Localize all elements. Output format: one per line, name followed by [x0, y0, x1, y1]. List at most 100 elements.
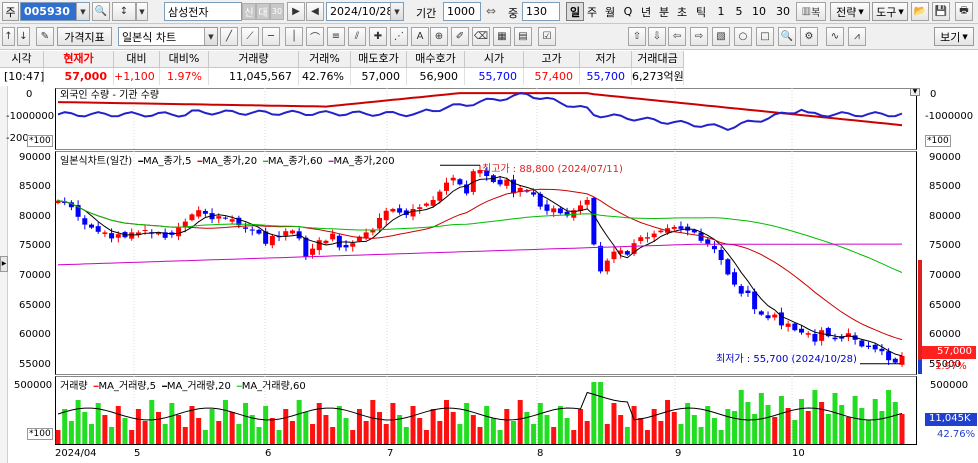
- market-select-button[interactable]: 주: [2, 2, 19, 21]
- loan-badge[interactable]: 대: [256, 3, 270, 20]
- quote-header-6: 매도호가: [351, 51, 407, 68]
- save-icon[interactable]: 💾: [932, 2, 950, 21]
- chart-type-select[interactable]: 일본식 차트 ▼: [118, 27, 218, 46]
- chevron-down-icon[interactable]: ▼: [76, 3, 89, 20]
- magnet-icon[interactable]: ⊕: [430, 27, 448, 46]
- check-icon[interactable]: ☑: [538, 27, 556, 46]
- current-pct-tag: 1.97%: [935, 361, 967, 372]
- arrow-up-icon[interactable]: ↑: [2, 27, 15, 46]
- tools-button[interactable]: 도구 ▼: [872, 2, 908, 21]
- candle-body: [142, 230, 148, 231]
- strategy-button[interactable]: 전략 ▼: [830, 2, 870, 21]
- date-input[interactable]: 2024/10/28 ▼: [326, 2, 404, 21]
- print-icon[interactable]: 🖶: [955, 2, 973, 21]
- volume-pct-tag: 42.76%: [937, 429, 976, 440]
- multi-chart-button[interactable]: ▥ 복: [796, 2, 826, 21]
- candle-body: [537, 193, 543, 207]
- arrow-down-icon[interactable]: ⇩: [648, 27, 666, 46]
- circle-icon[interactable]: ○: [734, 27, 752, 46]
- brush-icon[interactable]: ✐: [451, 27, 469, 46]
- fib-icon[interactable]: ≡: [327, 27, 345, 46]
- cross-icon[interactable]: ✚: [369, 27, 387, 46]
- text-icon[interactable]: A: [411, 27, 429, 46]
- chevron-down-icon[interactable]: ▼: [204, 28, 217, 45]
- price-axis-left-0: 90000: [19, 152, 51, 163]
- volume-bar: [845, 417, 851, 444]
- volume-bar: [825, 414, 831, 444]
- indicator-button[interactable]: 가격지표: [57, 27, 112, 46]
- price-axis-right-5: 65000: [929, 300, 961, 311]
- timeframe-6[interactable]: 초: [676, 5, 688, 19]
- candle-body: [799, 328, 805, 333]
- chevron-down-icon[interactable]: ▼: [136, 2, 148, 21]
- ray-icon[interactable]: ⟋: [241, 27, 259, 46]
- low-price-annotation: 최저가 : 55,700 (2024/10/28): [716, 354, 857, 365]
- chevron-down-icon: ▼: [858, 7, 864, 16]
- price-axis-left-6: 60000: [19, 329, 51, 340]
- volume-bar: [557, 406, 563, 444]
- arrow-down-icon[interactable]: ↓: [17, 27, 30, 46]
- volume-bar: [624, 427, 630, 444]
- edit-icon[interactable]: ✎: [36, 27, 54, 46]
- period-input[interactable]: 1000: [443, 2, 481, 21]
- arc-icon[interactable]: ⌒: [306, 27, 324, 46]
- timeframe-7[interactable]: 틱: [695, 5, 707, 19]
- volume-bar: [598, 382, 604, 444]
- timeframe-1[interactable]: 주: [586, 5, 598, 19]
- candle-body: [464, 184, 470, 194]
- stock-code-input[interactable]: 005930 ▼: [20, 2, 90, 21]
- timeframe-9[interactable]: 5: [735, 5, 743, 18]
- back-icon[interactable]: ◀: [306, 2, 324, 21]
- wave2-icon[interactable]: ⩘: [848, 27, 866, 46]
- arrow-left-icon[interactable]: ⇦: [668, 27, 686, 46]
- candle-body: [624, 251, 630, 255]
- wave-icon[interactable]: ∿: [826, 27, 844, 46]
- volume-bar: [852, 396, 858, 444]
- fan-icon[interactable]: ⋰: [390, 27, 408, 46]
- timeframe-0[interactable]: 일: [566, 2, 584, 21]
- arrow-right-icon[interactable]: ⇨: [690, 27, 708, 46]
- candle-body: [497, 179, 503, 185]
- settings-icon[interactable]: ⚙: [800, 27, 818, 46]
- timeframe-5[interactable]: 분: [658, 5, 670, 19]
- zoom-icon[interactable]: ⇔: [486, 4, 497, 18]
- candle-body: [363, 232, 369, 239]
- timeframe-11[interactable]: 30: [776, 5, 790, 18]
- hline-icon[interactable]: ─: [262, 27, 280, 46]
- vline-icon[interactable]: │: [285, 27, 303, 46]
- timeframe-4[interactable]: 년: [640, 5, 652, 19]
- volume-bar: [772, 417, 778, 444]
- timeframe-2[interactable]: 월: [604, 5, 616, 19]
- view-button[interactable]: 보기 ▼: [934, 27, 974, 46]
- line-icon[interactable]: ╱: [220, 27, 238, 46]
- timeframe-10[interactable]: 10: [752, 5, 766, 18]
- volume-bar: [665, 400, 671, 444]
- ruler-icon[interactable]: ▤: [514, 27, 532, 46]
- arrow-up-icon[interactable]: ⇧: [628, 27, 646, 46]
- search-icon[interactable]: 🔍: [92, 2, 110, 21]
- channel-icon[interactable]: ⫽: [348, 27, 366, 46]
- collapse-arrow-icon[interactable]: ▶: [0, 256, 8, 272]
- timeframe-8[interactable]: 1: [717, 5, 725, 18]
- date-axis-label-6: 10: [792, 448, 805, 459]
- play-icon[interactable]: ▶: [287, 2, 305, 21]
- magnify-icon[interactable]: 🔍: [778, 27, 796, 46]
- scroll-down-icon[interactable]: ▼: [910, 88, 920, 96]
- eraser-icon[interactable]: ⌫: [472, 27, 490, 46]
- rect-icon[interactable]: □: [756, 27, 774, 46]
- volume-bar: [356, 409, 362, 444]
- volume-bar: [390, 403, 396, 444]
- timeframe-3[interactable]: Q: [623, 5, 633, 18]
- candle-body: [310, 248, 316, 255]
- credit-badge[interactable]: 신: [242, 3, 256, 20]
- thirty-badge[interactable]: 30: [270, 3, 284, 20]
- folder-icon[interactable]: 📂: [911, 2, 929, 21]
- chevron-down-icon[interactable]: ▼: [390, 3, 403, 20]
- volume-bar: [276, 430, 282, 444]
- volume-bar: [423, 430, 429, 444]
- pattern-icon[interactable]: ▧: [712, 27, 730, 46]
- grid-icon[interactable]: ▦: [493, 27, 511, 46]
- zoom-input[interactable]: 130: [522, 2, 560, 21]
- sort-icon[interactable]: ↕: [112, 2, 136, 21]
